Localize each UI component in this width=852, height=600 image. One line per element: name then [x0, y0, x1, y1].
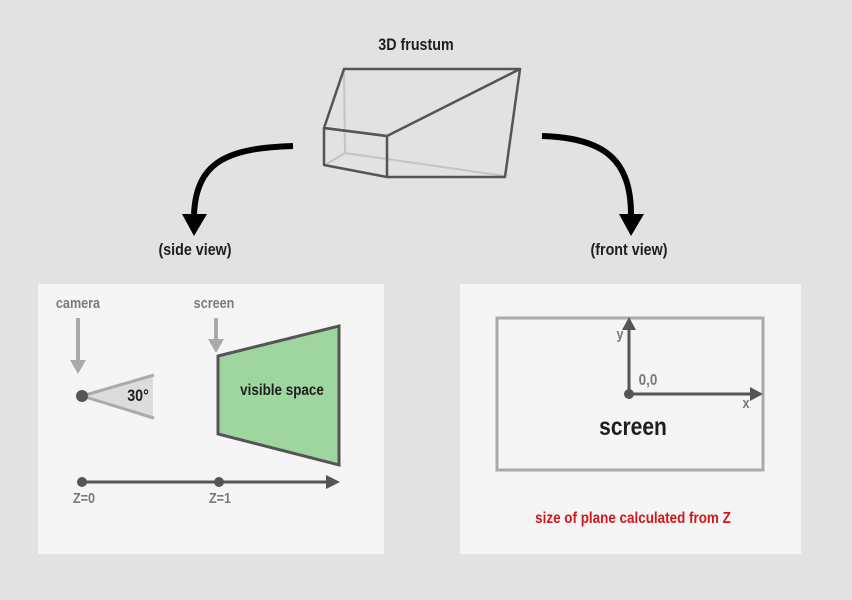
- z-axis-arrowhead: [326, 475, 340, 489]
- arrow-to-front-view: [541, 133, 634, 216]
- side-view-label: (side view): [158, 240, 232, 259]
- side-view-panel: camera screen 30° visible space Z=0 Z=1: [38, 284, 384, 554]
- front-view-drawing: [495, 316, 765, 472]
- frustum-hidden-edges: [324, 69, 506, 177]
- screen-pointer-label: screen: [193, 295, 235, 312]
- z0-label: Z=0: [72, 490, 96, 507]
- z1-dot: [214, 477, 224, 487]
- z0-dot: [77, 477, 87, 487]
- camera-pointer-arrowhead: [70, 360, 86, 374]
- front-view-label: (front view): [590, 240, 668, 259]
- camera-label: camera: [55, 295, 101, 312]
- z1-label: Z=1: [208, 490, 232, 507]
- side-view-drawing: [70, 318, 341, 489]
- x-axis-arrowhead: [750, 387, 763, 401]
- visible-space-label: visible space: [240, 382, 324, 399]
- y-axis-arrowhead: [622, 317, 636, 330]
- front-view-panel: y x 0,0 screen size of plane calculated …: [460, 284, 801, 554]
- view-cone: [82, 376, 153, 420]
- screen-pointer-arrowhead: [208, 339, 224, 353]
- frustum-title: 3D frustum: [378, 35, 454, 54]
- arrow-to-side-view: [191, 143, 294, 216]
- origin-dot: [624, 389, 634, 399]
- arrow-head-left: [182, 214, 207, 236]
- angle-label: 30°: [127, 386, 149, 405]
- origin-label: 0,0: [638, 372, 658, 389]
- visible-space-shape: [216, 324, 341, 467]
- frustum-visible-edges: [322, 67, 522, 179]
- camera-dot: [76, 390, 88, 402]
- screen-label: screen: [599, 413, 667, 441]
- arrow-head-right: [619, 214, 644, 236]
- plane-size-note: size of plane calculated from Z: [535, 510, 731, 527]
- x-axis-label: x: [742, 395, 750, 412]
- y-axis-label: y: [616, 326, 624, 343]
